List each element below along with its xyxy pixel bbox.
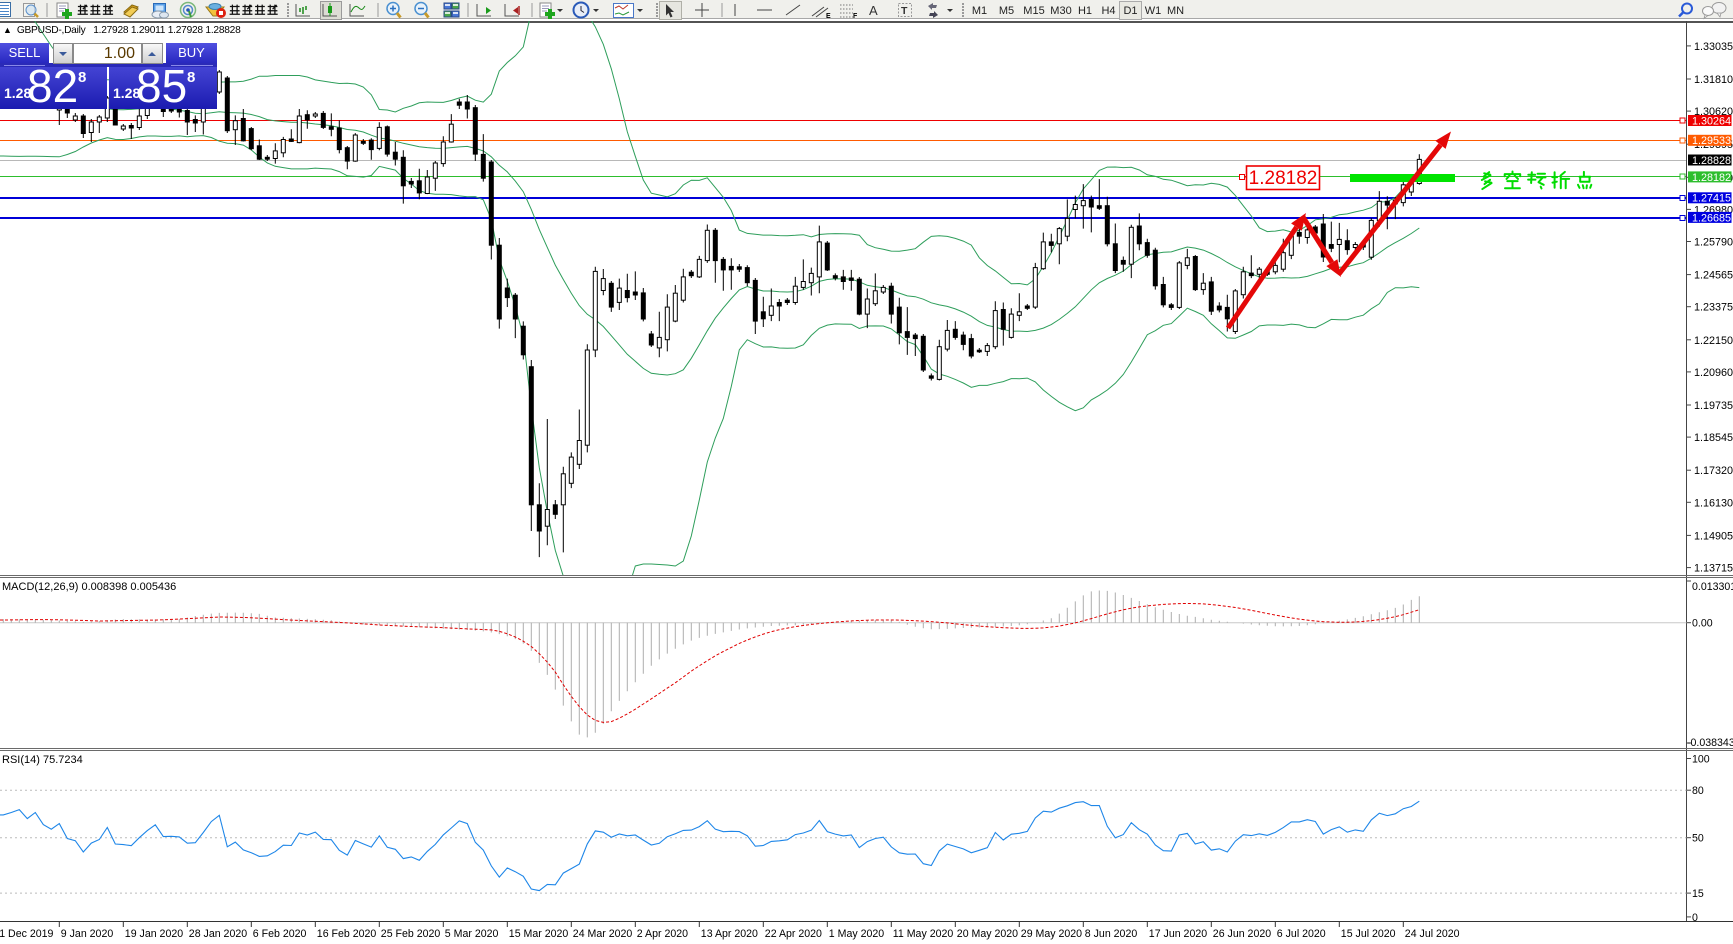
svg-text:1.28182: 1.28182 [1692, 172, 1731, 184]
svg-text:-0.038343: -0.038343 [1687, 737, 1733, 749]
svg-text:1.28828: 1.28828 [1692, 155, 1731, 167]
svg-text:1.33035: 1.33035 [1694, 41, 1733, 53]
svg-text:29 May 2020: 29 May 2020 [1021, 928, 1082, 940]
svg-text:15 Mar 2020: 15 Mar 2020 [509, 928, 569, 940]
svg-text:19 Jan 2020: 19 Jan 2020 [125, 928, 183, 940]
svg-text:26 Jun 2020: 26 Jun 2020 [1213, 928, 1271, 940]
svg-text:1.19735: 1.19735 [1694, 400, 1733, 412]
svg-text:17 Jun 2020: 17 Jun 2020 [1149, 928, 1207, 940]
svg-text:1.13715: 1.13715 [1694, 563, 1733, 575]
svg-text:1.20960: 1.20960 [1694, 367, 1733, 379]
svg-text:16 Feb 2020: 16 Feb 2020 [317, 928, 377, 940]
svg-text:50: 50 [1692, 833, 1704, 845]
svg-text:9 Jan 2020: 9 Jan 2020 [61, 928, 114, 940]
svg-text:20 May 2020: 20 May 2020 [957, 928, 1018, 940]
svg-text:M5: M5 [999, 5, 1014, 17]
svg-text:F: F [853, 13, 858, 20]
svg-text:5 Mar 2020: 5 Mar 2020 [445, 928, 499, 940]
svg-text:MN: MN [1167, 5, 1184, 17]
svg-text:6 Jul 2020: 6 Jul 2020 [1277, 928, 1326, 940]
svg-text:100: 100 [1692, 754, 1710, 766]
svg-text:1 May 2020: 1 May 2020 [829, 928, 884, 940]
svg-text:T: T [901, 5, 908, 17]
svg-text:8 Jun 2020: 8 Jun 2020 [1085, 928, 1138, 940]
svg-text:1.22150: 1.22150 [1694, 335, 1733, 347]
svg-text:1.30264: 1.30264 [1692, 115, 1731, 127]
svg-text:1.17320: 1.17320 [1694, 465, 1733, 477]
svg-text:H1: H1 [1078, 5, 1092, 17]
svg-text:15: 15 [1692, 888, 1704, 900]
svg-text:H4: H4 [1101, 5, 1115, 17]
svg-text:24 Mar 2020: 24 Mar 2020 [573, 928, 633, 940]
svg-text:A: A [869, 3, 878, 18]
svg-text:W1: W1 [1145, 5, 1162, 17]
svg-text:MACD(12,26,9) 0.008398 0.00543: MACD(12,26,9) 0.008398 0.005436 [2, 581, 176, 593]
svg-text:1.25790: 1.25790 [1694, 237, 1733, 249]
svg-text:1.14905: 1.14905 [1694, 530, 1733, 542]
svg-text:0.00: 0.00 [1692, 618, 1713, 630]
svg-text:1.31810: 1.31810 [1694, 74, 1733, 86]
svg-text:1.16130: 1.16130 [1694, 497, 1733, 509]
svg-text:D1: D1 [1123, 5, 1137, 17]
svg-text:31 Dec 2019: 31 Dec 2019 [0, 928, 53, 940]
svg-text:M15: M15 [1023, 5, 1044, 17]
svg-text:6 Feb 2020: 6 Feb 2020 [253, 928, 307, 940]
svg-text:2 Apr 2020: 2 Apr 2020 [637, 928, 688, 940]
svg-text:1.27415: 1.27415 [1692, 193, 1731, 205]
svg-text:1.29533: 1.29533 [1692, 135, 1731, 147]
svg-text:0.013301: 0.013301 [1692, 581, 1733, 593]
svg-text:1.28182: 1.28182 [1249, 168, 1318, 189]
svg-text:15 Jul 2020: 15 Jul 2020 [1341, 928, 1396, 940]
svg-text:E: E [826, 13, 831, 20]
svg-text:25 Feb 2020: 25 Feb 2020 [381, 928, 441, 940]
svg-text:11 May 2020: 11 May 2020 [893, 928, 954, 940]
svg-text:1.18545: 1.18545 [1694, 432, 1733, 444]
svg-text:1.23375: 1.23375 [1694, 302, 1733, 314]
svg-text:1.26685: 1.26685 [1692, 212, 1731, 224]
svg-text:RSI(14) 75.7234: RSI(14) 75.7234 [2, 754, 83, 766]
svg-text:M30: M30 [1050, 5, 1071, 17]
svg-text:28 Jan 2020: 28 Jan 2020 [189, 928, 247, 940]
svg-text:1.24565: 1.24565 [1694, 270, 1733, 282]
svg-text:M1: M1 [972, 5, 987, 17]
svg-text:22 Apr 2020: 22 Apr 2020 [765, 928, 822, 940]
svg-text:13 Apr 2020: 13 Apr 2020 [701, 928, 758, 940]
svg-text:0: 0 [1692, 912, 1698, 924]
svg-text:24 Jul 2020: 24 Jul 2020 [1405, 928, 1460, 940]
svg-text:80: 80 [1692, 785, 1704, 797]
